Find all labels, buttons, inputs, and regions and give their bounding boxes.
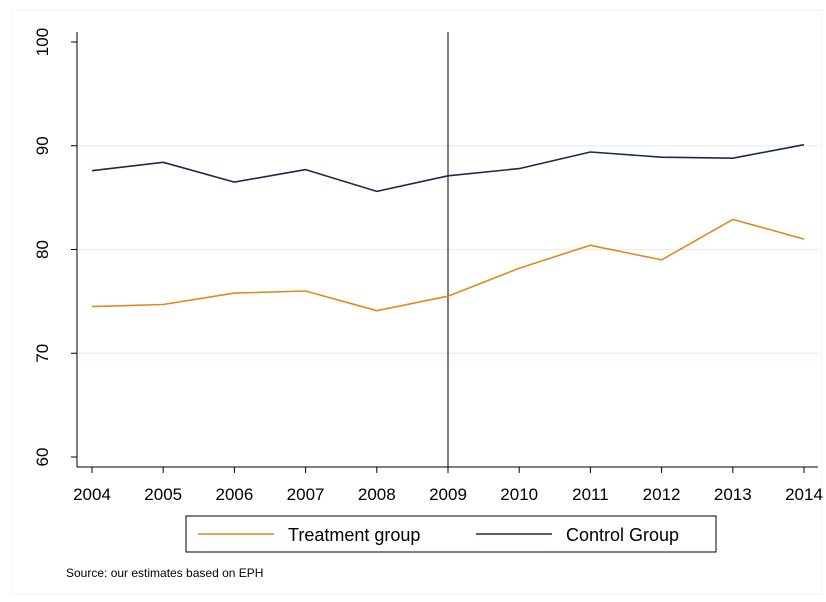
series-line-control [91,143,805,193]
y-tick-label-100: 100 [33,28,52,56]
y-tick-label-80: 80 [33,240,52,259]
series-lines [91,143,805,312]
y-axis-ticks: 60 70 80 90 100 [33,28,77,467]
x-tick-label-2010: 2010 [500,485,538,504]
x-tick-label-2004: 2004 [73,485,111,504]
x-tick-label-2013: 2013 [714,485,752,504]
x-axis-ticks: 2004 2005 2006 2007 2008 2009 2010 2011 2012 2013… [73,467,823,504]
x-tick-label-2012: 2012 [643,485,681,504]
source-note: Source: our estimates based on EPH [66,566,263,580]
graph-frame [11,9,823,595]
x-tick-label-2009: 2009 [429,485,467,504]
y-tick-label-70: 70 [33,344,52,363]
legend-label-control: Control Group [566,525,679,545]
legend-label-treatment: Treatment group [288,525,420,545]
x-tick-label-2011: 2011 [572,485,609,504]
x-tick-label-2005: 2005 [144,485,182,504]
x-tick-label-2008: 2008 [358,485,396,504]
legend: Treatment group Control Group [185,515,717,553]
x-tick-label-2014: 2014 [785,485,823,504]
y-tick-label-90: 90 [33,136,52,155]
x-tick-label-2006: 2006 [215,485,253,504]
x-tick-label-2007: 2007 [287,485,325,504]
y-tick-label-60: 60 [33,448,52,467]
legend-box [185,515,717,553]
series-line-treatment [91,218,805,312]
